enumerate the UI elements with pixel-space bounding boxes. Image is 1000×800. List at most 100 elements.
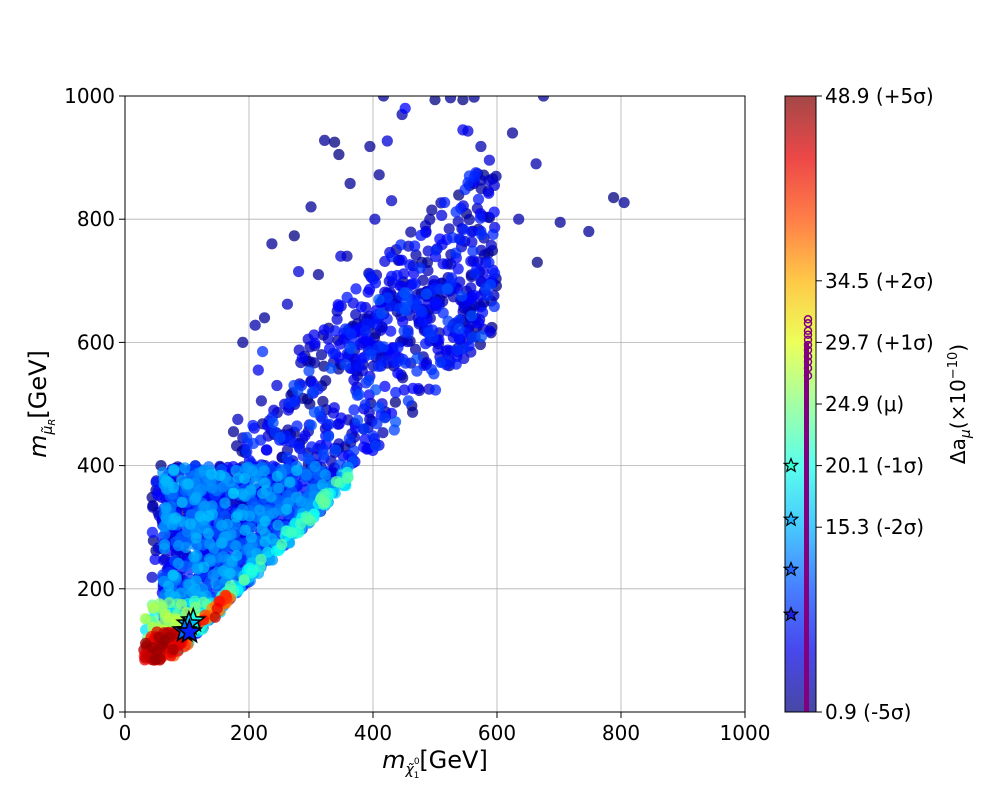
data-point	[309, 460, 321, 473]
data-point	[305, 201, 317, 213]
data-point	[168, 464, 180, 476]
data-point	[370, 440, 382, 452]
data-point	[414, 262, 426, 274]
data-point	[262, 546, 274, 558]
data-point	[389, 396, 401, 408]
data-point	[335, 250, 347, 262]
data-point	[184, 518, 196, 530]
x-tick-label: 200	[230, 721, 268, 745]
data-point	[255, 553, 267, 566]
colorbar-circle-markers	[803, 315, 813, 381]
data-point	[266, 238, 278, 250]
data-point	[245, 484, 257, 496]
data-point	[369, 213, 381, 225]
data-point	[345, 328, 357, 340]
data-point	[291, 420, 303, 432]
data-point	[407, 406, 419, 418]
data-point	[432, 343, 444, 355]
data-point	[249, 319, 261, 331]
colorbar-circle-marker	[803, 315, 813, 324]
colorbar: 0.9 (-5σ) 15.3 (-2σ) 20.1 (-1σ) 24.9 (μ) 29.…	[782, 84, 934, 724]
data-point	[400, 357, 412, 369]
colorbar-tick-label: 24.9 (μ)	[825, 392, 904, 416]
data-point	[149, 653, 161, 665]
data-point	[430, 296, 442, 308]
data-point	[206, 482, 218, 494]
data-point	[281, 451, 293, 464]
data-point	[398, 384, 410, 396]
data-point	[230, 511, 243, 523]
data-point	[373, 401, 385, 413]
data-point	[327, 347, 339, 359]
data-point	[488, 206, 500, 218]
colorbar-star-marker	[782, 605, 800, 622]
colorbar-star-marker	[782, 560, 800, 577]
data-point	[463, 213, 475, 226]
data-point	[319, 469, 331, 481]
data-point	[170, 512, 182, 524]
data-point	[190, 575, 202, 587]
colorbar-circle-marker	[803, 330, 813, 339]
data-point	[489, 267, 501, 279]
data-point	[467, 331, 479, 343]
colorbar-tick-label: 0.9 (-5σ)	[825, 700, 911, 724]
data-point	[583, 225, 595, 238]
data-point	[159, 635, 171, 647]
data-point	[188, 551, 200, 563]
data-point	[355, 301, 367, 313]
data-point	[392, 367, 404, 379]
data-point	[398, 325, 410, 337]
data-point	[139, 613, 151, 625]
x-axis-label: mχ̃0 1[GeV]	[382, 746, 488, 781]
data-point	[308, 406, 320, 418]
data-point	[285, 436, 297, 448]
data-point	[162, 580, 175, 592]
data-point	[236, 488, 248, 500]
data-point	[466, 310, 478, 322]
data-point	[330, 444, 342, 456]
data-point	[268, 507, 280, 519]
data-point	[385, 325, 397, 337]
data-point	[453, 323, 465, 335]
colorbar-circle-marker	[803, 326, 813, 336]
colorbar-label: Δaμ(×10−10)	[946, 344, 974, 464]
colorbar-star-marker	[782, 510, 800, 527]
data-point	[216, 519, 228, 532]
data-point	[205, 468, 218, 480]
data-point	[399, 287, 411, 299]
data-point	[483, 187, 495, 199]
data-point	[365, 348, 377, 361]
data-point	[303, 365, 315, 377]
data-point	[288, 230, 300, 242]
data-point	[271, 379, 283, 392]
data-point	[227, 487, 240, 499]
data-point	[364, 337, 376, 349]
data-point	[318, 324, 330, 336]
data-point	[296, 352, 308, 364]
data-point	[202, 527, 214, 540]
data-point	[409, 240, 421, 252]
colorbar-star-marker	[782, 456, 800, 473]
data-point	[198, 500, 210, 512]
data-point	[484, 279, 496, 291]
data-point	[345, 342, 357, 355]
data-point	[428, 368, 440, 380]
data-point	[344, 177, 356, 190]
data-point	[189, 583, 201, 595]
data-point	[367, 430, 379, 442]
data-point	[400, 305, 412, 317]
data-point	[202, 510, 215, 522]
data-point	[227, 426, 240, 438]
data-point	[453, 314, 466, 326]
data-point	[402, 336, 414, 348]
data-point	[315, 349, 328, 361]
data-point	[146, 526, 158, 538]
data-point	[390, 416, 402, 428]
data-point	[531, 256, 543, 268]
data-point	[160, 502, 172, 514]
data-point	[281, 503, 293, 515]
data-point	[348, 404, 360, 416]
data-point	[197, 596, 210, 608]
data-point	[219, 497, 231, 509]
colorbar-tick-label: 29.7 (+1σ)	[825, 330, 934, 354]
